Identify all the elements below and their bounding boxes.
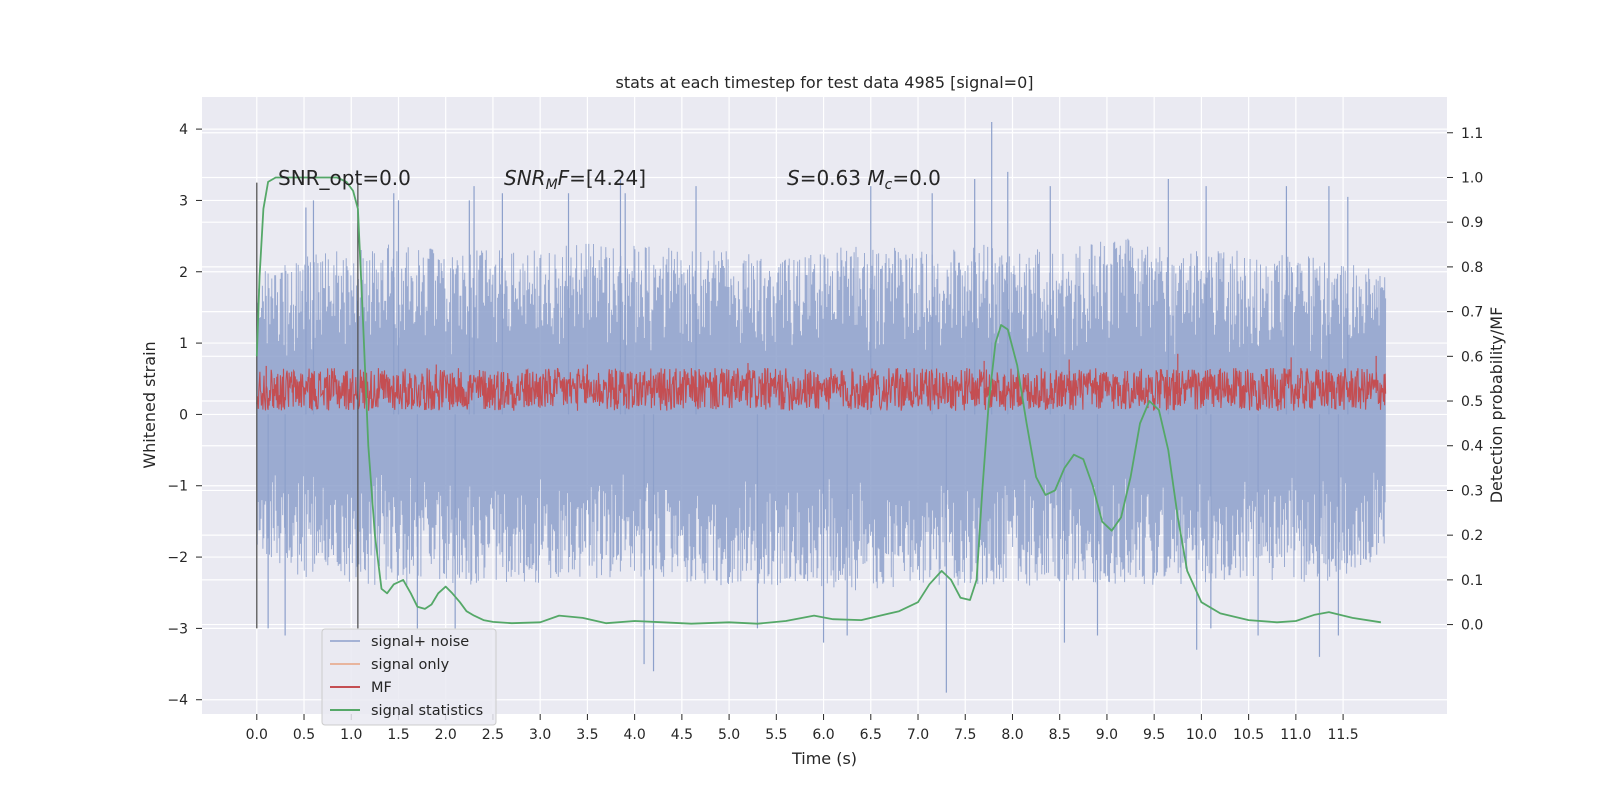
legend-label: MF bbox=[371, 680, 392, 696]
x-tick-label: 7.5 bbox=[954, 727, 976, 743]
y-right-tick-label: 0.0 bbox=[1461, 618, 1483, 634]
y-tick-label: −3 bbox=[167, 621, 188, 637]
y-right-tick-label: 0.5 bbox=[1461, 394, 1483, 410]
y-axis-right-label: Detection probability/MF bbox=[1487, 307, 1506, 504]
chart-title: stats at each timestep for test data 498… bbox=[615, 73, 1033, 92]
x-tick-label: 11.5 bbox=[1328, 727, 1359, 743]
y-right-tick-label: 0.2 bbox=[1461, 528, 1483, 544]
legend-box bbox=[321, 628, 497, 726]
x-axis-label: Time (s) bbox=[791, 749, 857, 768]
axis-ticks: 0.0 0.5 1.0 1.5 2.0 2.5 3.0 3.5 4.0 4.5 5.0 5.5 6.0 6… bbox=[167, 122, 1483, 743]
legend: signal+ noise signal only MF signal statist… bbox=[321, 628, 497, 726]
y-right-tick-label: 1.1 bbox=[1461, 126, 1483, 142]
annotation-s-mc: S=0.63 Mc=0.0 bbox=[787, 166, 941, 193]
annotations: SNR_opt=0.0 SNRMF=[4.24] S=0.63 Mc=0.0 bbox=[278, 166, 941, 193]
y-tick-label: 0 bbox=[179, 407, 188, 423]
x-tick-label: 9.0 bbox=[1096, 727, 1118, 743]
legend-label: signal+ noise bbox=[371, 634, 469, 650]
mf-trace bbox=[256, 367, 1387, 411]
x-tick-label: 3.5 bbox=[576, 727, 598, 743]
x-tick-label: 7.0 bbox=[907, 727, 929, 743]
y-right-tick-label: 0.3 bbox=[1461, 483, 1483, 499]
y-tick-label: 3 bbox=[179, 193, 188, 209]
y-right-tick-label: 0.8 bbox=[1461, 260, 1483, 276]
legend-label: signal statistics bbox=[371, 703, 483, 719]
y-right-tick-label: 0.9 bbox=[1461, 215, 1483, 231]
x-tick-label: 4.5 bbox=[671, 727, 693, 743]
annotation-snr-opt: SNR_opt=0.0 bbox=[278, 166, 411, 190]
x-tick-label: 3.0 bbox=[529, 727, 551, 743]
x-tick-label: 4.0 bbox=[623, 727, 645, 743]
x-tick-label: 6.5 bbox=[860, 727, 882, 743]
y-tick-label: 2 bbox=[179, 265, 188, 281]
x-tick-label: 0.0 bbox=[246, 727, 268, 743]
x-tick-label: 2.5 bbox=[482, 727, 504, 743]
signal-noise-trace bbox=[256, 238, 1387, 591]
annotation-snr-mf: SNRMF=[4.24] bbox=[504, 166, 646, 193]
x-tick-label: 5.0 bbox=[718, 727, 740, 743]
vertical-marker-lines bbox=[256, 182, 359, 629]
y-tick-label: −1 bbox=[167, 479, 188, 495]
y-axis-label: Whitened strain bbox=[140, 341, 159, 468]
y-right-tick-label: 0.4 bbox=[1461, 439, 1483, 455]
series-layer bbox=[256, 121, 1387, 693]
x-tick-label: 1.0 bbox=[340, 727, 362, 743]
signal-statistics-layer bbox=[255, 176, 1382, 625]
y-right-tick-label: 0.6 bbox=[1461, 349, 1483, 365]
x-tick-label: 8.0 bbox=[1001, 727, 1023, 743]
x-tick-label: 2.0 bbox=[435, 727, 457, 743]
x-tick-label: 1.5 bbox=[387, 727, 409, 743]
y-right-tick-label: 0.7 bbox=[1461, 305, 1483, 321]
x-tick-label: 11.0 bbox=[1280, 727, 1311, 743]
y-right-tick-label: 0.1 bbox=[1461, 573, 1483, 589]
y-tick-label: −4 bbox=[167, 693, 188, 709]
x-tick-label: 10.0 bbox=[1186, 727, 1217, 743]
legend-label: signal only bbox=[371, 657, 450, 673]
y-right-tick-label: 1.0 bbox=[1461, 170, 1483, 186]
x-tick-label: 8.5 bbox=[1049, 727, 1071, 743]
x-tick-label: 5.5 bbox=[765, 727, 787, 743]
y-tick-label: 4 bbox=[179, 122, 188, 138]
x-tick-label: 6.0 bbox=[812, 727, 834, 743]
y-tick-label: 1 bbox=[179, 336, 188, 352]
x-tick-label: 10.5 bbox=[1233, 727, 1264, 743]
signal-statistics-line bbox=[255, 176, 1382, 625]
y-tick-label: −2 bbox=[167, 550, 188, 566]
x-tick-label: 9.5 bbox=[1143, 727, 1165, 743]
x-tick-label: 0.5 bbox=[293, 727, 315, 743]
